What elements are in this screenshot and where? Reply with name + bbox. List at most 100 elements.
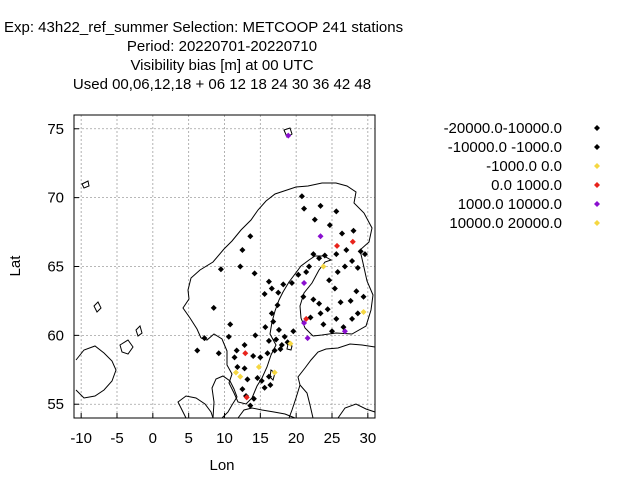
x-tick-label: 25 [324, 430, 341, 447]
data-point-series-2 [361, 251, 368, 258]
y-tick-label: 65 [47, 259, 64, 276]
data-point-series-2 [334, 269, 341, 276]
data-point-series-2 [250, 395, 257, 402]
data-point-series-2 [247, 233, 254, 240]
data-point-series-2 [265, 337, 272, 344]
data-point-series-2 [321, 252, 328, 259]
data-point-series-4 [349, 238, 356, 245]
data-point-series-2 [349, 315, 356, 322]
data-point-series-2 [281, 333, 288, 340]
data-point-series-3 [255, 364, 262, 371]
data-points [194, 132, 368, 409]
data-point-series-2 [350, 227, 357, 234]
legend-entry-label: 10000.0 20000.0 [449, 215, 562, 232]
data-point-series-2 [275, 326, 282, 333]
legend-entry-label: 0.0 1000.0 [491, 177, 562, 194]
data-point-series-5 [285, 132, 292, 139]
data-point-series-2 [354, 310, 361, 317]
data-point-series-2 [233, 347, 240, 354]
data-point-series-2 [349, 257, 356, 264]
data-point-series-2 [227, 321, 234, 328]
data-point-series-2 [316, 255, 323, 262]
title-line-4: Used 00,06,12,18 + 06 12 18 24 30 36 42 … [73, 76, 371, 93]
axis-ticks: -10 -5 0 5 10 15 20 25 30 55 60 65 70 75 [47, 121, 376, 447]
data-point-series-2 [339, 230, 346, 237]
data-point-series-2 [251, 270, 258, 277]
data-point-series-2 [265, 278, 272, 285]
data-point-series-4 [334, 242, 341, 249]
data-point-series-4 [303, 315, 310, 322]
title-line-3: Visibility bias [m] at 00 UTC [130, 57, 313, 74]
data-point-series-5 [341, 328, 348, 335]
legend-entry-marker [594, 220, 600, 226]
data-point-series-3 [237, 373, 244, 380]
data-point-series-3 [287, 340, 294, 347]
data-point-series-2 [268, 310, 275, 317]
legend-entry-marker [594, 125, 600, 131]
data-point-series-2 [341, 263, 348, 270]
legend-entry-label: -1000.0 0.0 [486, 158, 562, 175]
data-point-series-2 [239, 386, 246, 393]
data-point-series-2 [267, 381, 274, 388]
data-point-series-2 [261, 291, 268, 298]
title-line-2: Period: 20220701-20220710 [127, 38, 317, 55]
data-point-series-2 [201, 335, 208, 342]
x-tick-label: -5 [110, 430, 123, 447]
legend-entry-marker [594, 182, 600, 188]
data-point-series-2 [277, 346, 284, 353]
data-point-series-5 [304, 335, 311, 342]
data-point-series-2 [329, 328, 335, 335]
data-point-series-5 [317, 233, 324, 240]
data-point-series-2 [273, 336, 280, 343]
data-point-series-2 [311, 216, 318, 223]
legend-entry-marker [594, 201, 600, 207]
data-point-series-2 [343, 246, 350, 253]
data-point-series-2 [254, 375, 261, 382]
y-axis-label: Lat [7, 255, 24, 277]
x-axis-label: Lon [209, 457, 234, 474]
data-point-series-2 [306, 263, 313, 270]
data-point-series-2 [354, 264, 361, 271]
legend-entry-marker [594, 144, 600, 150]
data-point-series-2 [310, 296, 317, 303]
chart-title: Exp: 43h22_ref_summer Selection: METCOOP… [4, 19, 403, 93]
data-point-series-2 [326, 222, 333, 229]
legend-entry-label: -10000.0 -1000.0 [448, 139, 562, 156]
data-point-series-2 [301, 205, 308, 212]
data-point-series-4 [243, 394, 250, 401]
data-point-series-2 [320, 321, 327, 328]
x-tick-label: -10 [70, 430, 92, 447]
data-point-series-3 [271, 369, 278, 376]
data-point-series-2 [360, 293, 367, 300]
x-tick-label: 20 [288, 430, 305, 447]
data-point-series-3 [360, 308, 367, 315]
x-tick-label: 15 [252, 430, 269, 447]
data-point-series-2 [231, 354, 238, 361]
data-point-series-2 [241, 342, 248, 349]
data-point-series-2 [268, 285, 275, 292]
data-point-series-2 [280, 281, 287, 288]
data-point-series-2 [234, 364, 241, 371]
data-point-series-2 [241, 365, 248, 372]
y-tick-label: 60 [47, 327, 64, 344]
data-point-series-2 [303, 269, 310, 276]
y-tick-label: 55 [47, 396, 64, 413]
data-point-series-5 [301, 280, 308, 287]
data-point-series-2 [326, 277, 333, 284]
legend-entry-marker [594, 163, 600, 169]
data-point-series-2 [239, 246, 246, 253]
data-point-series-2 [252, 332, 259, 339]
data-point-series-2 [271, 347, 278, 354]
data-point-series-2 [316, 300, 323, 307]
data-point-series-2 [247, 402, 254, 409]
data-point-series-2 [295, 271, 302, 278]
y-tick-label: 75 [47, 121, 64, 138]
data-point-series-4 [242, 350, 249, 357]
data-point-series-5 [301, 319, 308, 326]
data-point-series-2 [357, 248, 364, 255]
data-point-series-2 [265, 373, 272, 380]
data-point-series-2 [244, 376, 251, 383]
data-point-series-2 [353, 288, 360, 295]
data-point-series-2 [215, 350, 222, 357]
